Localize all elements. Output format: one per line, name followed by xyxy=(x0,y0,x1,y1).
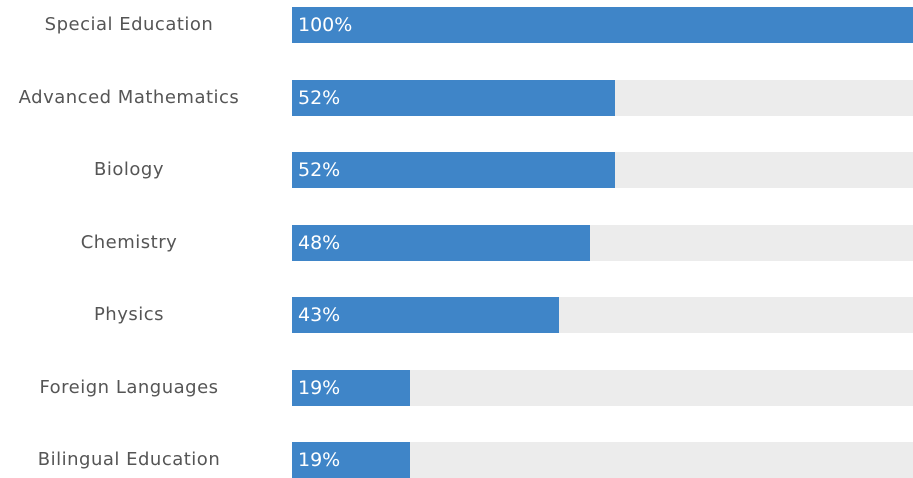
bar: 19% xyxy=(292,369,410,406)
bar-track: 19% xyxy=(292,442,913,478)
category-label: Bilingual Education xyxy=(37,449,221,470)
value-label: 100% xyxy=(298,14,353,36)
category-label: Physics xyxy=(93,304,165,325)
bar: 48% xyxy=(292,224,590,261)
bar-track: 100% xyxy=(292,7,913,43)
value-label: 48% xyxy=(298,231,341,254)
bar: 52% xyxy=(292,152,615,188)
value-label: 19% xyxy=(298,449,341,471)
bar: 19% xyxy=(292,442,410,478)
bar-row: Special Education 100% xyxy=(0,7,913,43)
bar-track: 52% xyxy=(292,79,913,116)
bar-row: Advanced Mathematics 52% xyxy=(0,79,913,116)
category-label: Special Education xyxy=(44,14,214,35)
value-label: 43% xyxy=(298,304,341,326)
category-label: Foreign Languages xyxy=(39,376,219,398)
bar-row: Chemistry 48% xyxy=(0,224,913,261)
bar-track: 43% xyxy=(292,297,913,333)
bar-track: 48% xyxy=(292,224,913,261)
bar: 52% xyxy=(292,79,615,116)
category-label: Advanced Mathematics xyxy=(18,86,240,108)
bar-track: 19% xyxy=(292,369,913,406)
category-label: Chemistry xyxy=(80,231,178,253)
bar-row: Biology 52% xyxy=(0,152,913,188)
value-label: 19% xyxy=(298,376,341,399)
bar: 43% xyxy=(292,297,559,333)
value-label: 52% xyxy=(298,159,341,181)
bar-track: 52% xyxy=(292,152,913,188)
bar-row: Bilingual Education 19% xyxy=(0,442,913,478)
bar-row: Foreign Languages 19% xyxy=(0,369,913,406)
bar: 100% xyxy=(292,7,913,43)
category-label: Biology xyxy=(94,159,164,180)
value-label: 52% xyxy=(298,86,341,109)
bar-row: Physics 43% xyxy=(0,297,913,333)
